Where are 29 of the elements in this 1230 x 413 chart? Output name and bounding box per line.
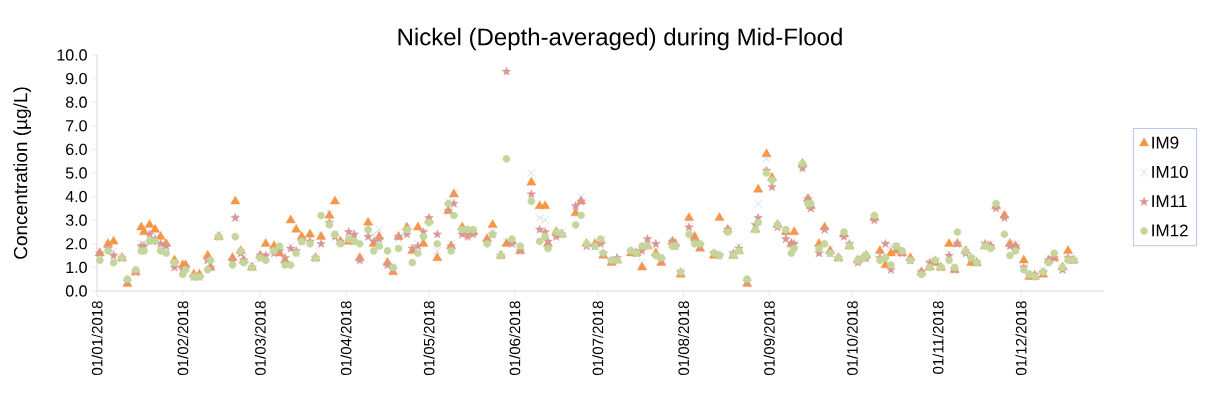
x-tick-label: 01/06/2018 — [509, 301, 521, 375]
legend-label: IM11 — [1152, 195, 1187, 207]
x-tick-label: 01/07/2018 — [592, 301, 604, 375]
y-tick-label: 0.0 — [65, 285, 87, 297]
x-tick-label: 01/01/2018 — [91, 301, 103, 375]
y-tick-label: 2.0 — [66, 238, 87, 250]
y-tick-label: 7.0 — [66, 120, 87, 132]
x-tick-label: 01/03/2018 — [254, 301, 266, 375]
chart-title: Nickel (Depth-averaged) during Mid-Flood — [398, 27, 842, 51]
legend-label: IM10 — [1152, 165, 1188, 178]
x-tick-label: 01/04/2018 — [340, 301, 352, 375]
x-tick-label: 01/10/2018 — [846, 301, 858, 375]
legend-label: IM9 — [1152, 136, 1179, 149]
x-tick-label: 01/08/2018 — [677, 301, 689, 375]
x-tick-label: 01/12/2018 — [1015, 301, 1027, 375]
y-tick-label: 3.0 — [65, 214, 87, 226]
y-tick-label: 8.0 — [65, 96, 87, 108]
x-tick-label: 01/02/2018 — [177, 301, 189, 375]
y-axis-title: Concentration (µg/L) — [13, 87, 32, 259]
y-tick-label: 4.0 — [65, 190, 87, 203]
y-tick-label: 6.0 — [66, 143, 87, 156]
legend-label: IM12 — [1152, 224, 1188, 237]
x-tick-label: 01/05/2018 — [423, 301, 435, 375]
x-tick-label: 01/11/2018 — [932, 301, 944, 374]
y-tick-label: 9.0 — [66, 72, 87, 85]
y-tick-label: 5.0 — [65, 167, 87, 179]
y-tick-label: 10.0 — [57, 49, 87, 61]
x-tick-label: 01/09/2018 — [763, 301, 775, 375]
y-tick-label: 1.0 — [66, 261, 87, 274]
